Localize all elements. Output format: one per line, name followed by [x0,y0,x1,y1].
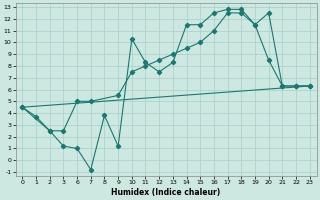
X-axis label: Humidex (Indice chaleur): Humidex (Indice chaleur) [111,188,221,197]
